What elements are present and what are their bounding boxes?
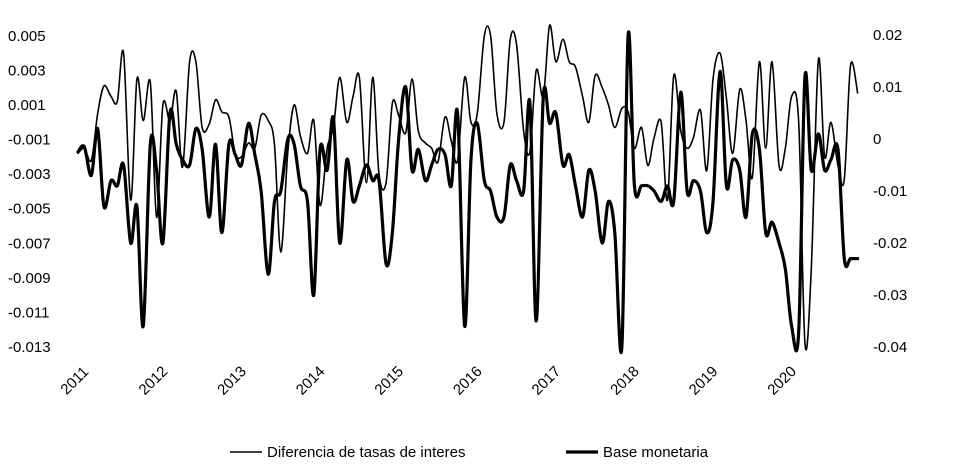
legend-label-base-monetaria: Base monetaria bbox=[603, 444, 709, 461]
right-axis-tick-label: -0.03 bbox=[873, 287, 907, 304]
left-axis-tick-label: -0.003 bbox=[8, 166, 51, 183]
left-axis-tick-label: -0.009 bbox=[8, 270, 51, 287]
x-axis-tick-label: 2014 bbox=[293, 363, 329, 399]
x-axis-tick-label: 2020 bbox=[764, 363, 800, 399]
x-axis-tick-label: 2012 bbox=[136, 363, 172, 399]
right-axis-tick-label: -0.04 bbox=[873, 339, 907, 356]
series-line-diferencia-tasas bbox=[77, 24, 859, 351]
x-axis-tick-label: 2015 bbox=[371, 363, 407, 399]
series-layer bbox=[76, 24, 860, 354]
right-axis-tick-label: 0.01 bbox=[873, 79, 902, 96]
right-axis-tick-label: -0.01 bbox=[873, 183, 907, 200]
left-axis-tick-label: -0.013 bbox=[8, 339, 51, 356]
x-axis-tick-label: 2017 bbox=[529, 363, 565, 399]
left-axis-tick-label: 0.001 bbox=[8, 97, 46, 114]
x-axis-tick-label: 2013 bbox=[214, 363, 250, 399]
right-axis-tick-label: -0.02 bbox=[873, 235, 907, 252]
left-axis-tick-label: -0.011 bbox=[8, 304, 49, 321]
left-axis-tick-label: -0.007 bbox=[8, 235, 51, 252]
left-axis-tick-label: 0.003 bbox=[8, 62, 46, 79]
x-axis-tick-label: 2011 bbox=[57, 363, 92, 398]
x-axis-tick-label: 2016 bbox=[450, 363, 486, 399]
x-axis-tick-label: 2019 bbox=[686, 363, 722, 399]
left-axis-tick-label: 0.005 bbox=[8, 28, 46, 45]
right-y-axis: 0.02 0.01 0 -0.01 -0.02 -0.03 -0.04 bbox=[873, 27, 907, 356]
left-axis-tick-label: -0.001 bbox=[8, 132, 51, 149]
right-axis-tick-label: 0 bbox=[873, 131, 881, 148]
x-axis-tick-label: 2018 bbox=[607, 363, 643, 399]
legend: Diferencia de tasas de interes Base mone… bbox=[230, 444, 709, 461]
left-y-axis: 0.005 0.003 0.001 -0.001 -0.003 -0.005 -0.007 -… bbox=[8, 28, 51, 356]
legend-label-diferencia: Diferencia de tasas de interes bbox=[267, 444, 465, 461]
left-axis-tick-label: -0.005 bbox=[8, 201, 51, 218]
series-line-base-monetaria bbox=[76, 30, 860, 354]
x-axis: 2011 2012 2013 2014 2015 2016 2017 2018 2019 2020 bbox=[57, 363, 800, 399]
right-axis-tick-label: 0.02 bbox=[873, 27, 902, 44]
